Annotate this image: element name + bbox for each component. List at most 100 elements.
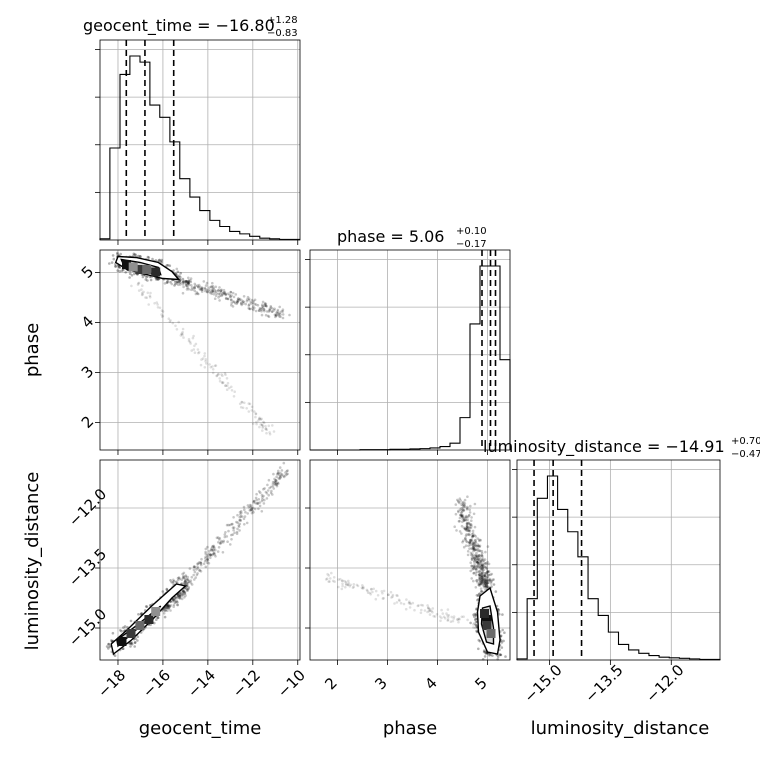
scatter-point [168, 604, 172, 608]
scatter-point [254, 415, 257, 419]
scatter-point [230, 301, 233, 305]
scatter-point [477, 561, 480, 565]
axes-frame [309, 249, 511, 451]
scatter-point [264, 313, 268, 317]
scatter-point [361, 584, 364, 587]
scatter-point [278, 315, 281, 318]
scatter-point [463, 537, 467, 541]
scatter-point [457, 500, 460, 504]
scatter-point [240, 299, 244, 302]
axes-frame [99, 39, 301, 241]
scatter-point [474, 567, 478, 571]
scatter-point [480, 590, 484, 593]
scatter-point [193, 286, 196, 290]
scatter-point [351, 586, 355, 589]
scatter-point [280, 473, 284, 476]
scatter-point [476, 581, 479, 584]
scatter-point [128, 272, 132, 276]
scatter-point [500, 646, 504, 649]
scatter-point [478, 549, 481, 552]
scatter-point [184, 580, 187, 584]
scatter-point [197, 561, 201, 564]
scatter-point [237, 524, 240, 527]
scatter-point [239, 513, 242, 516]
scatter-point [247, 410, 251, 413]
scatter-point [181, 593, 185, 597]
scatter-point [485, 578, 488, 582]
scatter-point [182, 285, 185, 289]
scatter-point [494, 590, 498, 593]
scatter-point [176, 601, 179, 604]
x-axis-label-luminosity-distance: luminosity_distance [531, 718, 710, 739]
scatter-point [471, 554, 475, 557]
scatter-point [262, 420, 265, 424]
scatter-point [276, 311, 279, 315]
scatter-point [474, 567, 477, 571]
scatter-point [337, 578, 340, 581]
scatter-point [181, 592, 184, 596]
scatter-point [145, 296, 149, 300]
scatter-point [395, 594, 398, 597]
scatter-point [213, 288, 216, 292]
scatter-point [480, 549, 484, 553]
scatter-point [263, 498, 266, 502]
scatter-point [249, 506, 252, 509]
scatter-point [475, 556, 478, 560]
scatter-point [209, 553, 213, 556]
scatter-point [240, 303, 243, 307]
scatter-point [177, 280, 181, 283]
scatter-point [472, 556, 476, 560]
scatter-point [155, 277, 159, 281]
title-phase: phase = 5.06 +0.10 −0.17 [337, 226, 487, 250]
scatter-point [280, 310, 283, 313]
scatter-point [481, 584, 485, 587]
scatter-point [485, 576, 488, 580]
scatter-point [260, 306, 264, 310]
x-tick-label: −14 [184, 666, 219, 701]
scatter-point [274, 479, 277, 482]
density-cell [480, 609, 489, 618]
scatter-point [504, 655, 507, 658]
scatter-point [226, 297, 230, 301]
scatter-point [463, 527, 467, 531]
x-tick-label: 2 [321, 674, 340, 693]
scatter-point [156, 306, 160, 309]
scatter-point [242, 505, 246, 509]
scatter-point [218, 537, 222, 540]
scatter-point [163, 282, 167, 285]
scatter-point [116, 251, 119, 255]
density-cell [151, 267, 161, 277]
scatter-point [179, 275, 182, 279]
scatter-point [181, 291, 185, 295]
scatter-point [472, 557, 476, 560]
scatter-point [263, 304, 266, 307]
scatter-point [284, 474, 287, 477]
scatter-point [474, 558, 477, 561]
scatter-point [248, 503, 252, 507]
scatter-point [208, 552, 211, 555]
scatter-point [460, 515, 464, 519]
scatter-point [489, 580, 493, 583]
scatter-point [193, 344, 196, 348]
scatter-point [168, 605, 172, 608]
scatter-point [264, 490, 268, 494]
scatter-point [215, 374, 218, 378]
scatter-point [280, 469, 284, 472]
scatter-point [471, 552, 474, 556]
scatter-point [481, 576, 484, 579]
scatter-point [472, 572, 475, 575]
scatter-point [456, 618, 460, 621]
scatter-point [465, 507, 469, 511]
scatter-point [250, 409, 254, 412]
scatter-point [111, 254, 115, 257]
scatter-point [209, 553, 213, 557]
scatter-point [473, 525, 477, 529]
x-tick-label: −15.0 [521, 661, 566, 706]
scatter-point [219, 289, 223, 293]
scatter-point [179, 593, 182, 596]
scatter-point [247, 505, 251, 509]
scatter-point [339, 577, 342, 581]
scatter-point [466, 526, 469, 530]
scatter-point [276, 308, 280, 312]
scatter-point [475, 560, 479, 564]
